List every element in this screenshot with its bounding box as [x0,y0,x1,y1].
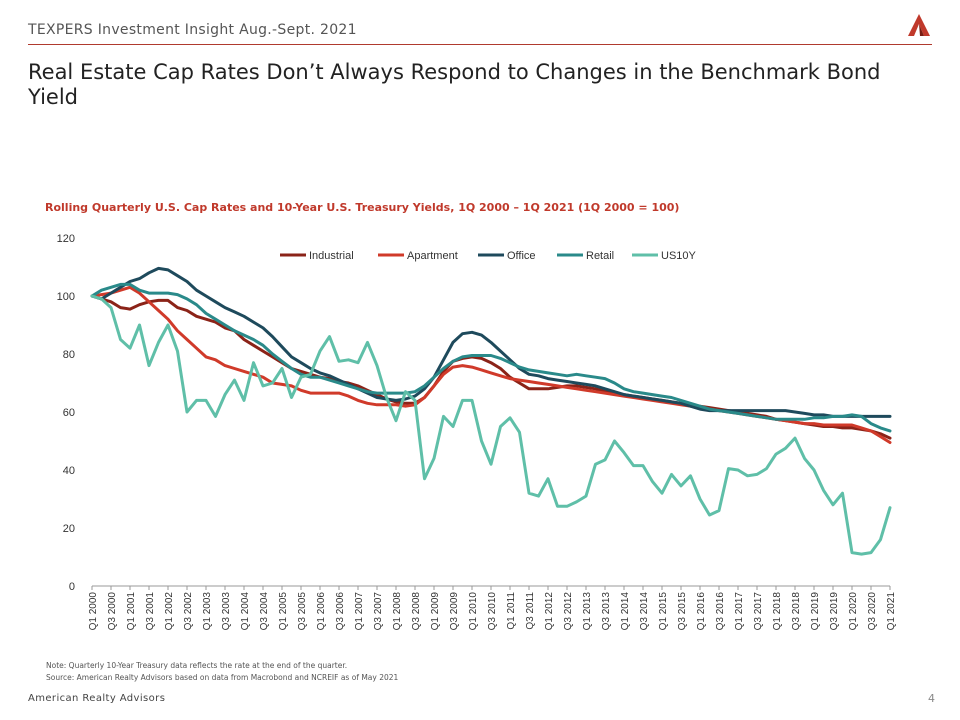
x-tick-label: Q3 2007 [373,592,384,631]
x-tick-label: Q3 2017 [753,592,764,631]
x-tick-label: Q1 2001 [126,592,137,631]
x-tick-label: Q3 2002 [183,592,194,631]
x-tick-label: Q3 2019 [829,592,840,631]
header-divider [28,44,932,45]
x-tick-label: Q1 2012 [544,592,555,631]
red-a-logo-icon [908,14,930,36]
x-tick-label: Q3 2014 [639,592,650,631]
series-line-office [90,266,892,418]
x-tick-label: Q1 2011 [506,592,517,630]
footer-company: American Realty Advisors [28,693,166,704]
x-tick-label: Q1 2010 [468,592,479,631]
x-tick-label: Q1 2020 [848,592,859,631]
x-tick-label: Q3 2009 [449,592,460,631]
x-tick-label: Q1 2004 [240,592,251,631]
x-tick-label: Q1 2003 [202,592,213,631]
chart-source: Source: American Realty Advisors based o… [46,673,399,682]
series-line-us10y [90,294,892,556]
legend-label: Apartment [407,250,458,262]
x-tick-label: Q3 2008 [411,592,422,631]
x-tick-label: Q3 2004 [259,592,270,631]
x-tick-label: Q1 2009 [430,592,441,631]
x-tick-label: Q1 2021 [886,592,897,631]
legend-label: Retail [586,250,614,262]
x-tick-label: Q1 2007 [354,592,365,631]
x-tick-label: Q3 2011 [525,592,536,630]
x-tick-label: Q1 2000 [88,592,99,631]
x-tick-label: Q1 2015 [658,592,669,631]
x-tick-label: Q3 2013 [601,592,612,631]
slide-title: Real Estate Cap Rates Don’t Always Respo… [28,60,881,109]
y-tick-label: 120 [57,233,75,245]
x-tick-label: Q1 2014 [620,592,631,631]
x-tick-label: Q3 2018 [791,592,802,631]
x-tick-label: Q1 2019 [810,592,821,631]
x-tick-label: Q1 2016 [696,592,707,631]
series-line-retail [90,282,892,433]
x-tick-label: Q3 2001 [145,592,156,631]
x-tick-label: Q3 2016 [715,592,726,631]
x-tick-label: Q3 2015 [677,592,688,631]
header-title: TEXPERS Investment Insight Aug.-Sept. 20… [28,22,357,38]
legend-label: US10Y [661,250,697,262]
x-tick-label: Q1 2008 [392,592,403,631]
x-tick-label: Q3 2003 [221,592,232,631]
y-tick-label: 0 [69,581,75,593]
x-tick-label: Q3 2000 [107,592,118,631]
y-tick-label: 80 [63,349,75,361]
y-tick-label: 20 [63,523,75,535]
x-tick-label: Q1 2013 [582,592,593,631]
x-tick-label: Q1 2005 [278,592,289,631]
x-tick-label: Q1 2002 [164,592,175,631]
y-tick-label: 40 [63,465,75,477]
x-tick-label: Q3 2020 [867,592,878,631]
y-tick-label: 100 [57,291,75,303]
y-tick-label: 60 [63,407,75,419]
legend-label: Industrial [309,250,354,262]
x-tick-label: Q3 2005 [297,592,308,631]
chart-title: Rolling Quarterly U.S. Cap Rates and 10-… [45,201,680,214]
x-tick-label: Q1 2006 [316,592,327,631]
x-tick-label: Q3 2012 [563,592,574,631]
x-tick-label: Q1 2017 [734,592,745,631]
x-tick-label: Q1 2018 [772,592,783,631]
x-tick-label: Q3 2010 [487,592,498,631]
chart-note: Note: Quarterly 10-Year Treasury data re… [46,661,348,670]
x-tick-label: Q3 2006 [335,592,346,631]
page-number: 4 [928,692,935,705]
legend-label: Office [507,250,536,262]
